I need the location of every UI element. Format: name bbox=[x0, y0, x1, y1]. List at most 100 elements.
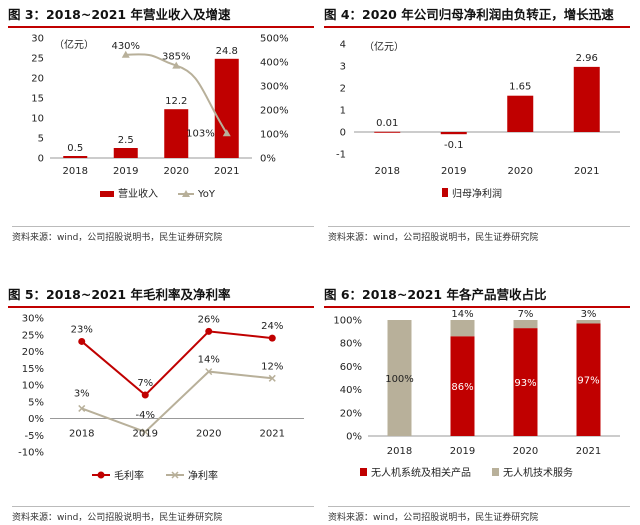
data-label: 3% bbox=[74, 388, 90, 399]
y-tick-label: 15 bbox=[31, 94, 44, 105]
data-label: -0.1 bbox=[444, 140, 464, 151]
y-tick-label: 0% bbox=[346, 432, 362, 443]
data-label: 103% bbox=[186, 128, 215, 139]
data-label: 93% bbox=[514, 378, 536, 389]
chart-panel-net-profit: 图 4：2020 年公司归母净利润由负转正，增长迅速 -1 0 1 2 3 4 （亿元） 0.… bbox=[324, 0, 630, 245]
bar bbox=[573, 66, 600, 132]
data-label: 26% bbox=[198, 314, 220, 325]
legend-marker-yoy bbox=[182, 190, 190, 197]
y-tick-label: 100% bbox=[333, 316, 362, 327]
y-tick-label: 25% bbox=[22, 330, 44, 341]
y-tick-label: 2 bbox=[340, 84, 346, 95]
data-label: 2.5 bbox=[118, 135, 134, 146]
y-tick-label: 30% bbox=[22, 314, 44, 325]
bar bbox=[113, 148, 138, 158]
x-tick-label: 2021 bbox=[576, 446, 601, 457]
source-note: 资料来源：wind，公司招股说明书，民生证券研究院 bbox=[12, 226, 314, 243]
y-tick-label: -5% bbox=[25, 431, 44, 442]
data-label: 14% bbox=[451, 309, 473, 320]
data-label: -4% bbox=[136, 410, 155, 421]
legend-label-gross: 毛利率 bbox=[114, 469, 144, 482]
revenue-chart: 0510152025300%100%200%300%400%500%（亿元）0.… bbox=[31, 34, 289, 201]
bar bbox=[63, 156, 88, 158]
unit-label: （亿元） bbox=[364, 40, 404, 53]
y-tick-label: 4 bbox=[340, 40, 346, 51]
line-marker bbox=[141, 391, 149, 399]
data-label: 7% bbox=[137, 378, 153, 389]
source-note: 资料来源：wind，公司招股说明书，民生证券研究院 bbox=[328, 506, 630, 523]
data-label: 12% bbox=[261, 361, 283, 372]
x-tick-label: 2020 bbox=[196, 429, 221, 440]
line-marker bbox=[268, 334, 276, 342]
legend-label-services: 无人机技术服务 bbox=[503, 466, 573, 479]
chart-panel-margins: 图 5：2018~2021 年毛利率及净利率 -10% -5% 0% 5% 10% 15%… bbox=[8, 280, 314, 525]
bar-segment bbox=[513, 320, 538, 329]
data-label: 24% bbox=[261, 321, 283, 332]
bar-segment bbox=[387, 320, 412, 436]
chart-title: 图 4：2020 年公司归母净利润由负转正，增长迅速 bbox=[324, 4, 630, 28]
line-marker bbox=[172, 61, 181, 69]
x-tick-label: 2018 bbox=[387, 446, 412, 457]
data-label: 7% bbox=[518, 309, 534, 320]
bar-segment bbox=[576, 320, 601, 324]
bar bbox=[214, 58, 239, 158]
y-tick-label: 20% bbox=[340, 408, 362, 419]
y2-tick-label: 0% bbox=[260, 154, 276, 165]
bar bbox=[440, 132, 467, 135]
x-tick-label: 2019 bbox=[441, 166, 466, 177]
legend-label-systems: 无人机系统及相关产品 bbox=[371, 466, 471, 479]
data-label: 2.96 bbox=[576, 53, 598, 64]
source-note: 资料来源：wind，公司招股说明书，民生证券研究院 bbox=[328, 226, 630, 243]
data-label: 0.01 bbox=[376, 118, 398, 129]
x-tick-label: 2020 bbox=[508, 166, 533, 177]
chart-panel-revenue: 图 3：2018~2021 年营业收入及增速 0 5 10 15 20 25 30 0% 100… bbox=[8, 0, 314, 245]
legend-label-revenue: 营业收入 bbox=[118, 187, 158, 200]
legend-label-net: 净利率 bbox=[188, 469, 218, 482]
bar-segment bbox=[513, 328, 538, 436]
chart-title: 图 3：2018~2021 年营业收入及增速 bbox=[8, 4, 314, 28]
series-line bbox=[81, 330, 273, 397]
net-profit-chart: -1 0 1 2 3 4 （亿元） 0.01 -0.1 1.65 2.96 2018 2019 2020 2… bbox=[336, 40, 620, 200]
data-label: 100% bbox=[385, 374, 414, 385]
data-label: 430% bbox=[111, 41, 140, 52]
y2-tick-label: 400% bbox=[260, 58, 289, 69]
y-tick-label: 60% bbox=[340, 362, 362, 373]
data-label: 12.2 bbox=[165, 96, 187, 107]
bar-segment bbox=[450, 320, 475, 337]
legend-swatch-revenue bbox=[100, 191, 114, 197]
x-tick-label: 2019 bbox=[113, 166, 138, 177]
series-line bbox=[81, 370, 273, 434]
y-tick-label: 5% bbox=[28, 397, 44, 408]
y-tick-label: -1 bbox=[336, 150, 346, 161]
y-tick-label: 20 bbox=[31, 74, 44, 85]
x-tick-label: 2019 bbox=[450, 446, 475, 457]
y-tick-label: 20% bbox=[22, 347, 44, 358]
legend-label-yoy: YoY bbox=[197, 189, 216, 200]
y-tick-label: -10% bbox=[18, 448, 44, 459]
line-marker bbox=[121, 50, 130, 58]
chart-title: 图 6：2018~2021 年各产品营收占比 bbox=[324, 284, 630, 308]
line-marker bbox=[78, 404, 86, 412]
x-tick-label: 2020 bbox=[513, 446, 538, 457]
line-marker bbox=[268, 374, 276, 382]
y-tick-label: 30 bbox=[31, 34, 44, 45]
y-tick-label: 25 bbox=[31, 54, 44, 65]
y-tick-label: 40% bbox=[340, 385, 362, 396]
y-tick-label: 3 bbox=[340, 62, 346, 73]
x-tick-label: 2021 bbox=[574, 166, 599, 177]
y-tick-label: 5 bbox=[38, 134, 44, 145]
data-label: 24.8 bbox=[216, 46, 238, 57]
line-marker bbox=[78, 337, 86, 345]
bar bbox=[374, 131, 401, 133]
y2-tick-label: 500% bbox=[260, 34, 289, 45]
product-mix-chart: 0% 20% 40% 60% 80% 100% 100% 86% 14% 93% 7% 97% 3% 20… bbox=[333, 309, 620, 479]
data-label: 0.5 bbox=[67, 143, 83, 154]
line-marker bbox=[205, 368, 213, 376]
source-note: 资料来源：wind，公司招股说明书，民生证券研究院 bbox=[12, 506, 314, 523]
legend-label-net-profit: 归母净利润 bbox=[452, 187, 502, 200]
x-tick-label: 2018 bbox=[69, 429, 94, 440]
data-label: 3% bbox=[581, 309, 597, 320]
y2-tick-label: 200% bbox=[260, 106, 289, 117]
data-label: 23% bbox=[71, 324, 93, 335]
y-tick-label: 0 bbox=[340, 128, 346, 139]
